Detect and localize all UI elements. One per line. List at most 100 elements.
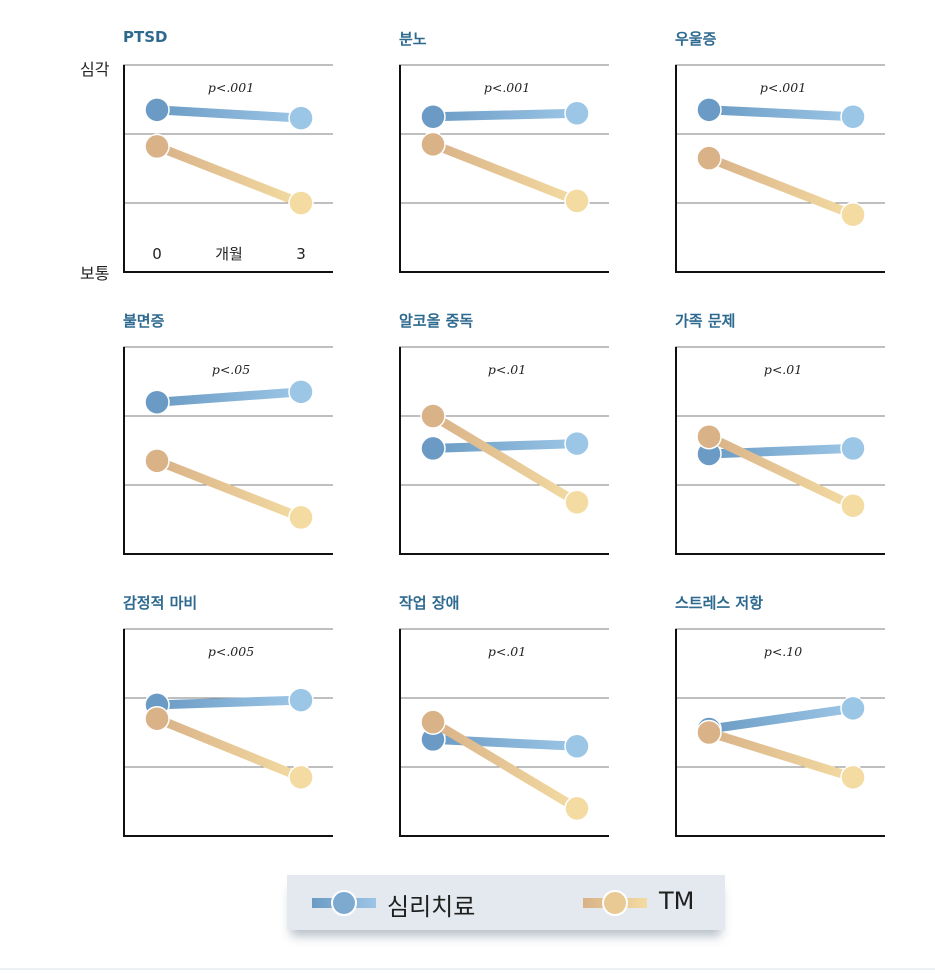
psychotherapy-point-1 xyxy=(840,435,866,462)
x-tick-0: 0 xyxy=(152,245,162,263)
legend-tm-label: TM xyxy=(659,887,695,915)
panel-4: 알코올 중독 p<.01 xyxy=(399,310,679,580)
panel-plot: p<.10 xyxy=(675,628,885,837)
panel-plot: p<.01 xyxy=(399,346,609,555)
tm-line xyxy=(155,714,303,782)
panel-plot: p<.05 xyxy=(123,346,333,555)
psychotherapy-point-1 xyxy=(564,733,590,760)
psychotherapy-line xyxy=(432,734,578,751)
panel-title: 스트레스 저항 xyxy=(675,594,764,612)
axes xyxy=(675,65,885,273)
tm-line xyxy=(430,412,580,507)
x-axis-label: 개월 xyxy=(215,245,243,263)
psychotherapy-point-1 xyxy=(288,105,314,131)
panel-plot: p<.01 xyxy=(675,346,885,555)
psychotherapy-point-1 xyxy=(840,695,866,722)
psychotherapy-line xyxy=(156,105,302,123)
legend: 심리치료 TM xyxy=(287,875,725,930)
tm-line xyxy=(707,153,855,219)
panel-0: PTSD p<.001 0 개월 3 xyxy=(123,28,403,298)
psychotherapy-line xyxy=(156,695,302,710)
tm-point-0 xyxy=(696,145,722,171)
tm-point-1 xyxy=(288,764,314,791)
y-label-bottom: 보통 xyxy=(80,264,110,283)
tm-point-1 xyxy=(840,764,866,791)
panel-plot: p<.001 0 개월 3 xyxy=(123,64,333,273)
tm-point-0 xyxy=(420,403,446,429)
tm-point-1 xyxy=(564,489,590,515)
bottom-rule xyxy=(0,968,935,970)
y-label-top: 심각 xyxy=(80,60,110,79)
tm-point-1 xyxy=(840,201,866,228)
panel-5: 가족 문제 p<.01 xyxy=(675,310,935,580)
panel-plot: p<.01 xyxy=(399,628,609,837)
panel-3: 불면증 p<.05 xyxy=(123,310,403,580)
psychotherapy-point-1 xyxy=(840,104,866,130)
tm-point-0 xyxy=(696,423,722,450)
axes xyxy=(123,347,333,555)
legend-psychotherapy-marker xyxy=(331,890,357,916)
tm-point-1 xyxy=(288,190,314,216)
panel-title: 불면증 xyxy=(123,312,165,330)
tm-point-0 xyxy=(420,709,446,735)
psychotherapy-point-0 xyxy=(696,97,722,123)
panel-title: 알코올 중독 xyxy=(399,312,474,330)
legend-psychotherapy-swatch xyxy=(312,890,376,916)
panel-plot: p<.001 xyxy=(399,64,609,273)
psychotherapy-point-1 xyxy=(564,100,590,127)
panel-6: 감정적 마비 p<.005 xyxy=(123,592,403,862)
p-value-label: p<.001 xyxy=(484,80,530,95)
axes xyxy=(399,65,609,273)
axes xyxy=(399,629,609,837)
tm-line xyxy=(155,456,303,522)
tm-point-1 xyxy=(288,504,314,531)
p-value-label: p<.05 xyxy=(212,362,250,377)
legend-tm-marker xyxy=(602,890,628,916)
tm-line xyxy=(430,718,580,813)
psychotherapy-point-0 xyxy=(420,104,446,130)
tm-line xyxy=(155,142,303,208)
tm-point-1 xyxy=(840,492,866,519)
axes xyxy=(399,347,609,555)
p-value-label: p<.01 xyxy=(488,644,526,659)
legend-psychotherapy-label: 심리치료 xyxy=(387,893,476,921)
p-value-label: p<.005 xyxy=(208,644,254,659)
psychotherapy-line xyxy=(708,105,854,122)
psychotherapy-point-1 xyxy=(288,687,314,713)
panel-plot: p<.001 xyxy=(675,64,885,273)
panel-title: 가족 문제 xyxy=(675,312,736,330)
panel-2: 우울증 p<.001 xyxy=(675,28,935,298)
psychotherapy-point-1 xyxy=(564,430,590,457)
tm-line xyxy=(707,728,855,782)
tm-point-0 xyxy=(144,133,170,160)
axes xyxy=(675,629,885,837)
psychotherapy-point-1 xyxy=(288,379,314,405)
p-value-label: p<.001 xyxy=(208,80,254,95)
tm-point-0 xyxy=(696,719,722,746)
panel-8: 스트레스 저항 p<.10 xyxy=(675,592,935,862)
panel-title: 분노 xyxy=(399,30,427,48)
tm-point-1 xyxy=(564,795,590,822)
tm-line xyxy=(707,432,855,510)
p-value-label: p<.01 xyxy=(488,362,526,377)
tm-line xyxy=(431,140,579,206)
psychotherapy-line xyxy=(156,387,302,407)
p-value-label: p<.10 xyxy=(764,644,802,659)
psychotherapy-line xyxy=(432,439,578,453)
psychotherapy-point-0 xyxy=(420,435,446,462)
panel-plot: p<.005 xyxy=(123,628,333,837)
p-value-label: p<.01 xyxy=(764,362,802,377)
panel-title: PTSD xyxy=(123,28,168,46)
psychotherapy-line xyxy=(432,108,578,122)
axes xyxy=(675,347,885,555)
panel-title: 우울증 xyxy=(675,30,717,48)
tm-point-1 xyxy=(564,188,590,214)
panel-title: 감정적 마비 xyxy=(123,594,198,612)
legend-tm-swatch xyxy=(583,890,647,916)
panel-title: 작업 장애 xyxy=(399,594,460,612)
tm-point-0 xyxy=(144,705,170,732)
tm-point-0 xyxy=(420,131,446,158)
psychotherapy-point-0 xyxy=(144,389,170,415)
p-value-label: p<.001 xyxy=(760,80,806,95)
